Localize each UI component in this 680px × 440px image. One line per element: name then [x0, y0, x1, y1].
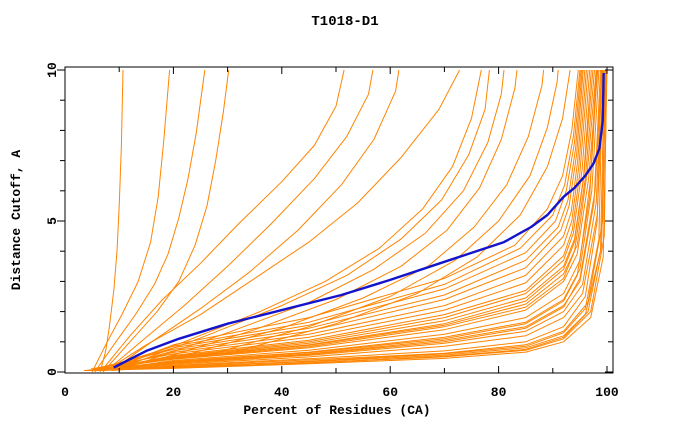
- model-curve: [108, 69, 461, 370]
- model-curve: [100, 69, 603, 371]
- model-curve: [113, 69, 400, 370]
- model-curve: [102, 69, 230, 373]
- model-curve: [94, 69, 206, 373]
- highlight-curve-group: [113, 72, 605, 369]
- model-curve: [94, 69, 583, 370]
- x-tick-label: 20: [166, 385, 182, 400]
- model-curve: [111, 69, 607, 371]
- model-curve: [99, 69, 581, 370]
- model-curve: [89, 69, 605, 371]
- model-curves-group: [83, 69, 608, 373]
- y-axis-label: Distance Cutoff, A: [9, 150, 24, 291]
- x-axis-label: Percent of Residues (CA): [243, 403, 430, 418]
- y-tick-label: 0: [45, 368, 60, 376]
- model-curve: [85, 69, 597, 371]
- model-curve: [92, 69, 603, 371]
- chart-title: T1018-D1: [311, 14, 378, 30]
- tick-labels-group: 0 20 40 60 80 100 0 5 10: [45, 62, 619, 400]
- model-curve: [102, 69, 345, 370]
- model-curve: [173, 69, 545, 359]
- model-curve: [108, 69, 374, 370]
- model-curve: [108, 69, 601, 370]
- model-curve: [113, 69, 598, 370]
- model-curve: [96, 69, 599, 370]
- model-curve: [109, 69, 584, 370]
- model-curve: [103, 69, 597, 370]
- x-tick-label: 80: [491, 385, 507, 400]
- model-curve: [200, 69, 559, 358]
- plot-frame: [64, 66, 614, 374]
- y-tick-label: 5: [45, 217, 60, 225]
- model-curve: [116, 69, 603, 370]
- model-curve: [119, 69, 482, 367]
- x-tick-label: 0: [61, 385, 69, 400]
- highlighted-model-curve: [113, 72, 605, 369]
- axis-ticks-group: [57, 67, 613, 373]
- model-curve: [87, 69, 595, 371]
- model-curve: [97, 69, 604, 371]
- model-curve: [99, 69, 124, 373]
- model-curve: [129, 69, 490, 365]
- model-curve: [91, 69, 171, 373]
- model-curve: [104, 69, 582, 370]
- model-curve: [98, 69, 592, 370]
- x-tick-label: 100: [595, 385, 619, 400]
- model-curve: [93, 69, 591, 371]
- model-curve: [101, 69, 586, 370]
- model-curve: [86, 69, 608, 371]
- model-curve: [156, 69, 518, 361]
- y-tick-label: 10: [45, 62, 60, 78]
- model-curve: [83, 69, 605, 371]
- x-tick-label: 60: [382, 385, 398, 400]
- x-tick-label: 40: [274, 385, 290, 400]
- model-curve: [107, 69, 589, 370]
- model-curve: [114, 69, 579, 368]
- model-curve: [140, 69, 505, 364]
